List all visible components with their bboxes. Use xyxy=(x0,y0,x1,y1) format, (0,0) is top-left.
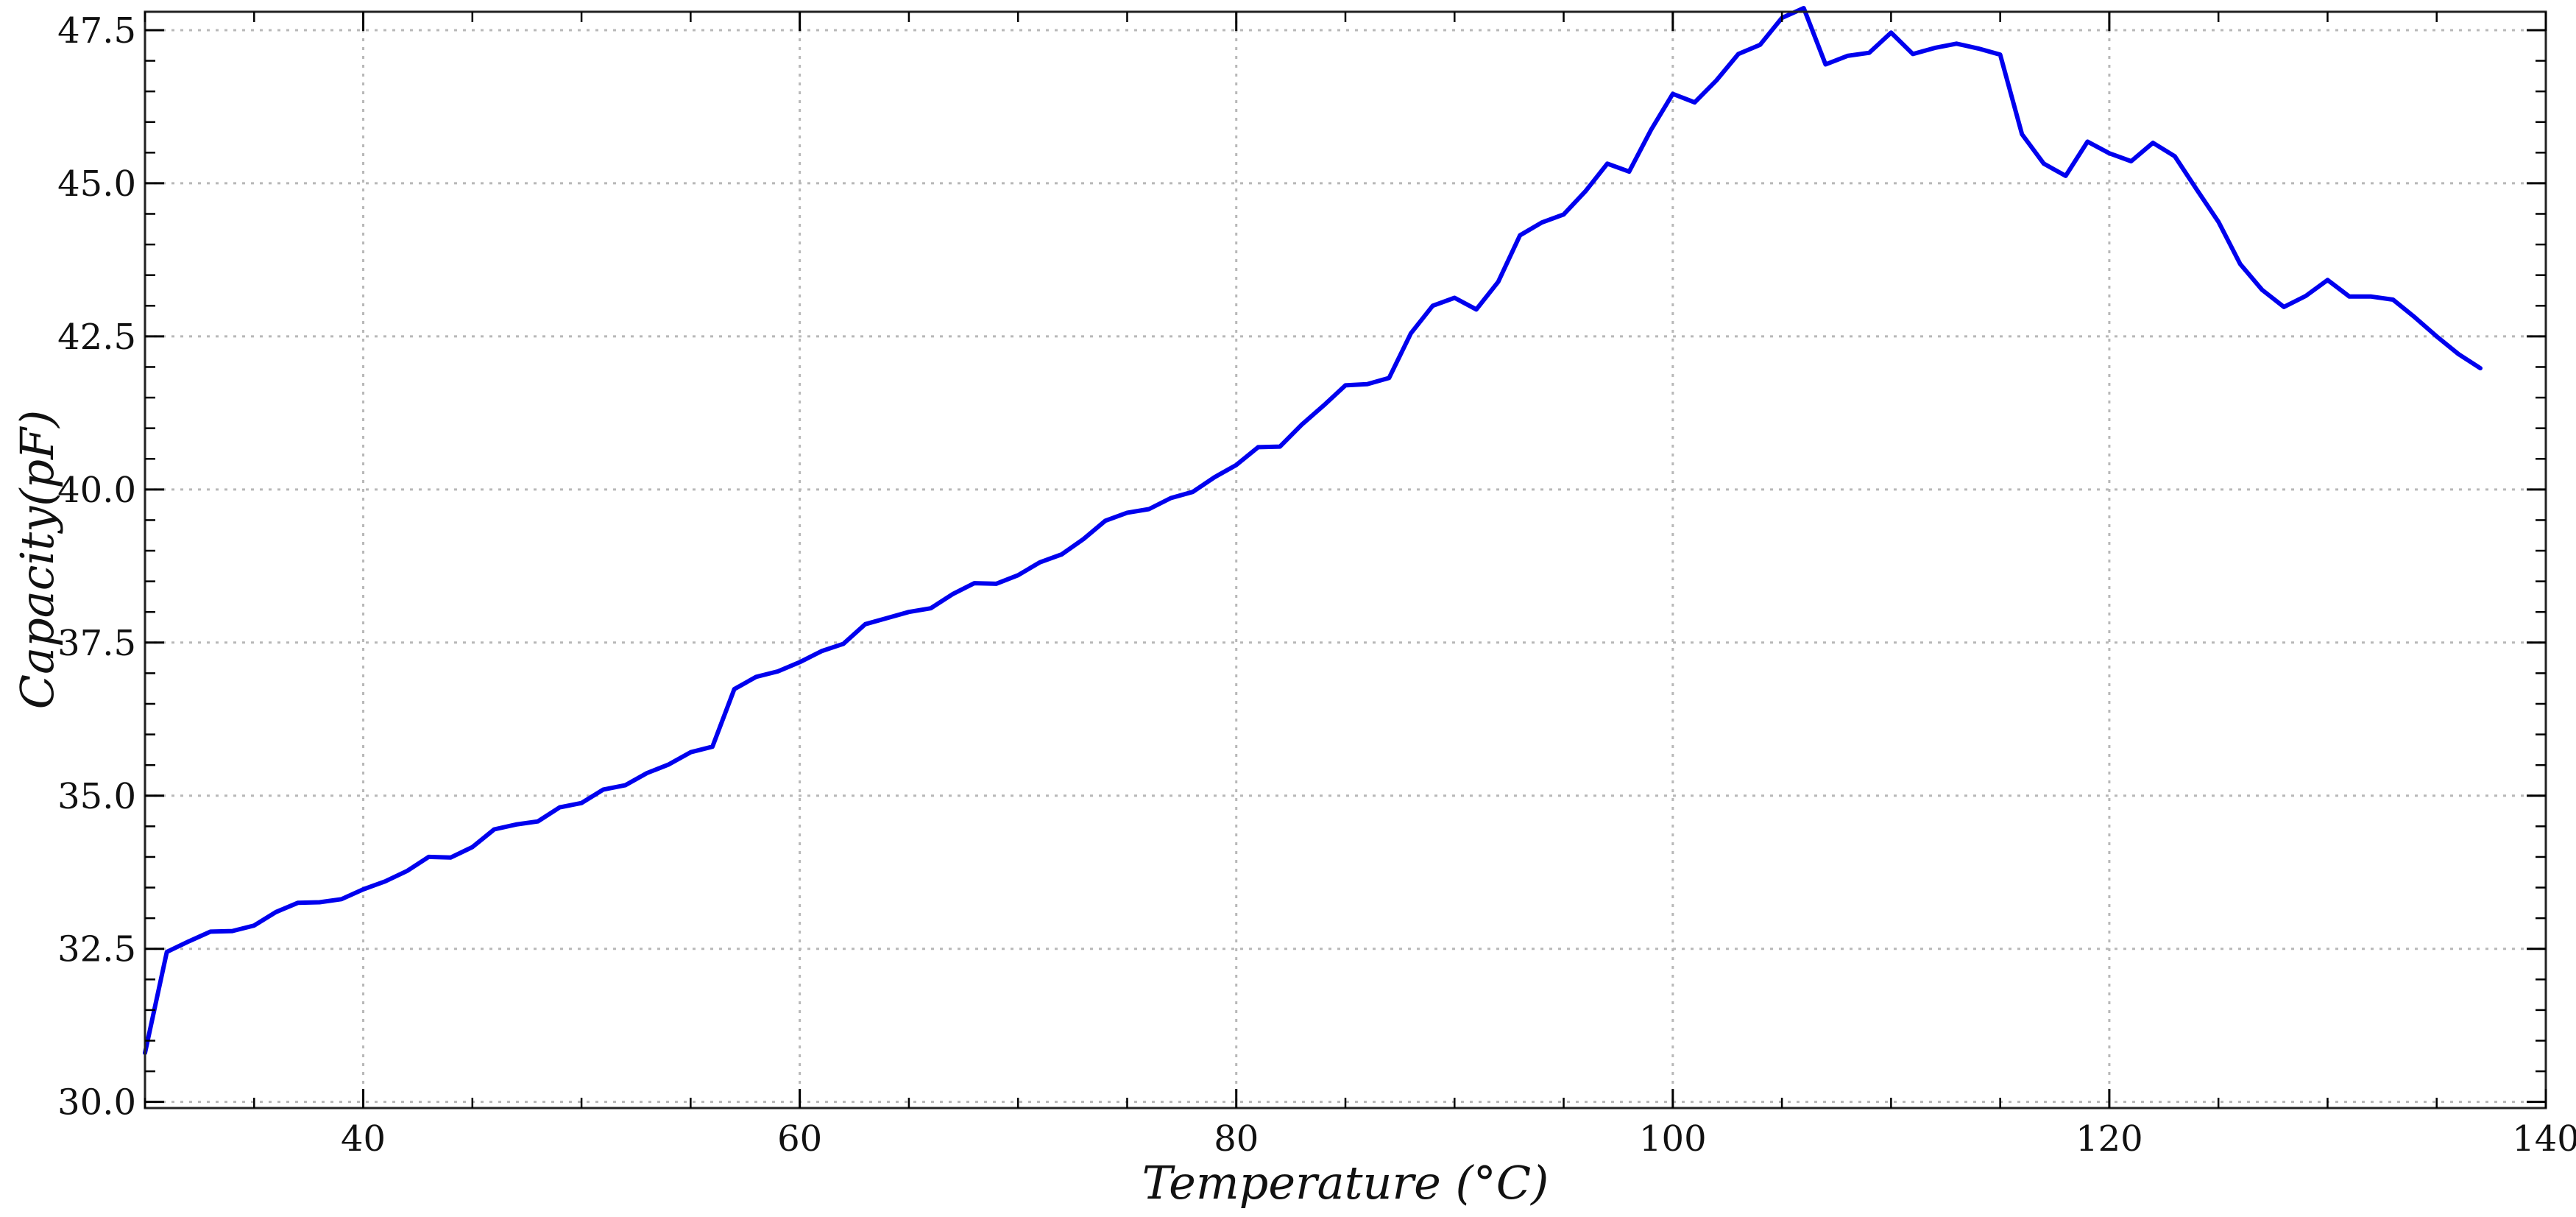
y-tick-label: 42.5 xyxy=(57,317,136,358)
y-tick-label: 32.5 xyxy=(57,929,136,970)
y-tick-label: 40.0 xyxy=(57,470,136,511)
y-tick-label: 35.0 xyxy=(57,776,136,817)
capacity-series-line xyxy=(143,6,2483,1056)
axis-ticks xyxy=(144,12,2547,1108)
x-tick-label: 40 xyxy=(341,1118,386,1160)
x-tick-label: 120 xyxy=(2076,1118,2143,1160)
x-tick-label: 140 xyxy=(2512,1118,2576,1160)
y-tick-label: 37.5 xyxy=(57,623,136,664)
x-axis-label: Temperature (°C) xyxy=(1142,1156,1549,1210)
y-tick-label: 30.0 xyxy=(57,1082,136,1123)
x-tick-label: 60 xyxy=(777,1118,822,1160)
y-tick-label: 45.0 xyxy=(57,163,136,205)
series-layer xyxy=(143,6,2483,1056)
x-tick-label: 100 xyxy=(1639,1118,1707,1160)
x-tick-label: 80 xyxy=(1214,1118,1259,1160)
tick-labels: 40 60 80 100 120 140 30.0 32.5 35.0 37.5 40.0 42.5 4… xyxy=(57,10,2576,1160)
y-axis-label: Capacity(pF) xyxy=(10,410,64,710)
grid-lines xyxy=(145,12,2546,1108)
y-tick-label: 47.5 xyxy=(57,10,136,52)
